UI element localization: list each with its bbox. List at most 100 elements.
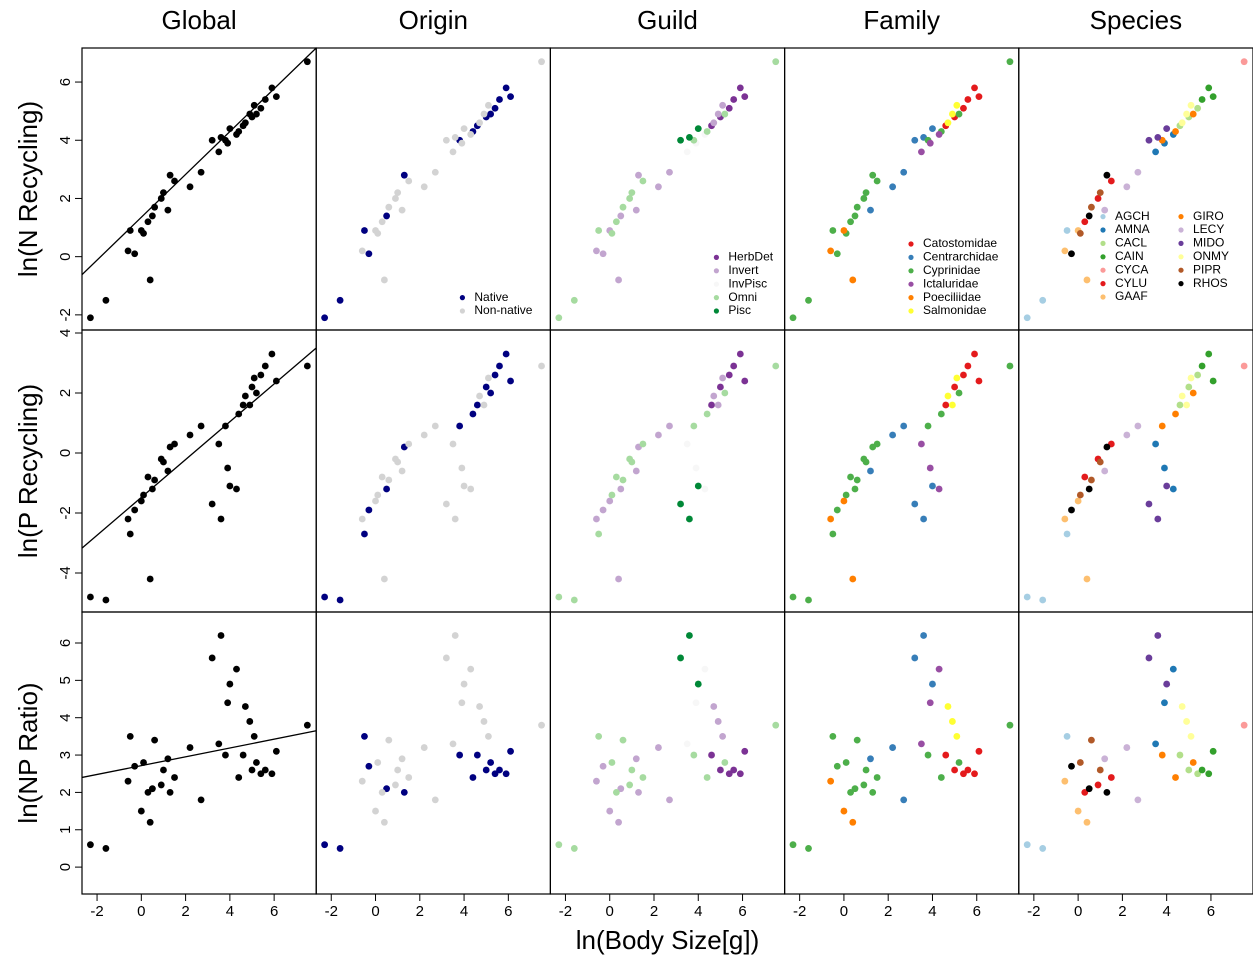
data-point	[392, 781, 399, 789]
data-point	[1205, 84, 1213, 92]
data-point	[208, 654, 216, 662]
data-point	[666, 168, 673, 176]
data-point	[456, 751, 464, 759]
data-point	[358, 247, 366, 255]
data-point	[358, 777, 366, 785]
data-point	[719, 101, 727, 109]
data-point	[964, 766, 972, 774]
data-point	[955, 110, 963, 118]
legend-label: Native	[474, 290, 508, 304]
data-point	[140, 229, 147, 237]
data-point	[268, 350, 276, 358]
data-point	[710, 392, 718, 400]
data-point	[655, 431, 662, 439]
data-point	[383, 785, 390, 793]
data-point	[1158, 751, 1166, 759]
data-point	[241, 119, 249, 127]
data-point	[944, 119, 952, 127]
data-point	[840, 497, 848, 505]
data-point	[507, 93, 514, 101]
data-point	[250, 374, 258, 382]
legend-marker	[908, 254, 914, 260]
data-point	[456, 422, 464, 430]
data-point	[593, 247, 600, 255]
data-point	[920, 632, 928, 639]
y-tick-label: 0	[57, 863, 74, 871]
data-point	[926, 464, 934, 472]
legend-marker	[908, 295, 914, 301]
data-point	[336, 845, 344, 852]
data-point	[1076, 229, 1084, 237]
data-point	[805, 845, 812, 852]
data-point	[1103, 789, 1111, 796]
data-point	[197, 796, 205, 804]
data-point	[1107, 177, 1115, 185]
legend-marker	[1100, 281, 1106, 287]
data-point	[975, 93, 983, 101]
legend-marker	[459, 308, 465, 314]
data-point	[1094, 195, 1102, 202]
data-point	[431, 168, 439, 176]
x-tick-label: -2	[559, 903, 572, 920]
panel-frame	[1018, 611, 1253, 895]
data-point	[686, 632, 693, 639]
data-point	[253, 110, 260, 118]
data-point	[1074, 497, 1082, 505]
panel-frame	[783, 329, 1020, 613]
data-point	[1061, 247, 1069, 255]
data-point	[321, 841, 329, 849]
data-point	[372, 497, 379, 505]
data-point	[619, 476, 627, 484]
data-point	[480, 110, 488, 118]
data-point	[449, 740, 457, 748]
data-point	[1083, 818, 1091, 826]
y-tick-label: 3	[57, 751, 74, 759]
y-tick-label: 1	[57, 826, 74, 834]
y-tick-label: 4	[57, 136, 74, 144]
data-point	[833, 250, 841, 258]
data-point	[235, 774, 243, 781]
data-point	[1209, 747, 1217, 755]
data-point	[741, 377, 749, 385]
data-point	[1145, 654, 1153, 662]
data-point	[849, 575, 857, 583]
data-point	[385, 203, 393, 211]
data-point	[257, 371, 265, 379]
data-point	[929, 125, 936, 133]
data-point	[719, 732, 727, 740]
data-point	[867, 467, 874, 475]
data-point	[842, 491, 850, 499]
data-point	[690, 422, 698, 430]
data-point	[639, 774, 647, 781]
data-point	[918, 440, 925, 448]
data-point	[714, 718, 722, 725]
data-point	[632, 206, 640, 214]
data-point	[166, 443, 174, 451]
panel-frame	[315, 611, 552, 895]
data-point	[683, 148, 691, 156]
data-point	[606, 497, 614, 505]
data-point	[1209, 377, 1217, 385]
data-point	[146, 276, 154, 284]
data-point	[405, 774, 413, 781]
x-tick-label: 0	[371, 903, 379, 920]
data-point	[1187, 374, 1195, 382]
data-point	[1068, 762, 1075, 770]
data-point	[789, 593, 797, 601]
x-tick-label: 4	[226, 903, 234, 920]
data-point	[385, 476, 393, 484]
data-point	[1163, 482, 1171, 490]
data-point	[226, 482, 234, 490]
data-point	[458, 464, 466, 472]
data-point	[1123, 431, 1131, 439]
data-point	[1169, 665, 1177, 673]
data-point	[599, 250, 607, 258]
data-point	[102, 845, 110, 852]
data-point	[420, 183, 428, 191]
data-point	[677, 654, 684, 662]
data-point	[701, 665, 709, 673]
data-point	[937, 774, 945, 781]
data-point	[612, 218, 620, 226]
column-title: Species	[1090, 5, 1183, 35]
legend-marker	[1178, 240, 1184, 246]
